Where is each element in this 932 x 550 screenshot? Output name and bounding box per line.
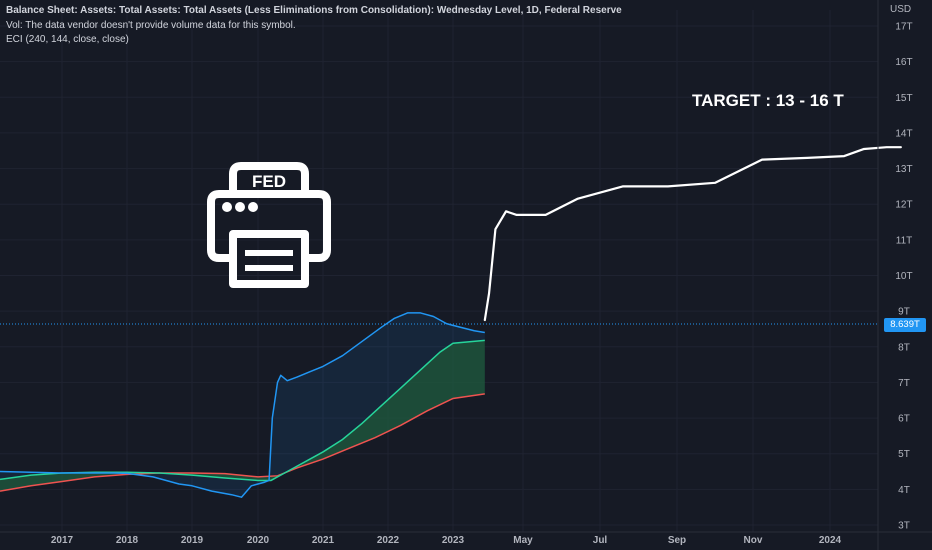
band-fills: [0, 312, 485, 498]
price-line: [0, 312, 485, 498]
target-annotation[interactable]: TARGET : 13 - 16 T: [692, 91, 844, 110]
printer-icon[interactable]: FED: [205, 160, 333, 288]
y-tick-label: 8T: [898, 342, 910, 353]
x-axis[interactable]: 2017 2018 2019 2020 2021 2022 2023 May Jul Sep Nov…: [0, 531, 932, 546]
last-price-tag: 8.639T: [884, 318, 926, 332]
x-tick-label: Sep: [668, 535, 686, 546]
x-tick-label: 2019: [181, 535, 204, 546]
ma-band-fill: [0, 340, 485, 492]
y-tick-label: 17T: [895, 22, 912, 33]
x-tick-label: 2018: [116, 535, 139, 546]
y-tick-label: 15T: [895, 93, 912, 104]
y-tick-label: 7T: [898, 378, 910, 389]
series-lines: [0, 146, 902, 498]
grid: [0, 10, 878, 532]
x-tick-label: Nov: [744, 535, 763, 546]
x-tick-label: 2023: [442, 535, 465, 546]
y-tick-label: 13T: [895, 164, 912, 175]
y-tick-label: 11T: [896, 235, 913, 246]
x-tick-label: 2017: [51, 535, 74, 546]
price-band-fill: [0, 312, 485, 498]
y-tick-label: 16T: [895, 57, 912, 68]
y-axis[interactable]: 3T 4T 5T 6T 7T 8T 9T 10T 11T 12T 13T 14T 15T 16T 17T: [877, 0, 913, 550]
y-tick-label: 3T: [898, 521, 910, 532]
printer-label: FED: [252, 172, 286, 191]
slow-average-line: [0, 393, 485, 492]
y-tick-label: 9T: [898, 307, 910, 318]
x-tick-label: Jul: [593, 535, 608, 546]
y-tick-label: 4T: [898, 485, 910, 496]
legend-volume-note: Vol: The data vendor doesn't provide vol…: [6, 19, 296, 31]
legend-indicator[interactable]: ECI (240, 144, close, close): [6, 34, 129, 45]
x-tick-label: 2020: [247, 535, 270, 546]
y-tick-label: 10T: [895, 271, 912, 282]
x-tick-label: May: [513, 535, 533, 546]
y-tick-label: 12T: [895, 200, 912, 211]
currency-label: USD: [890, 4, 912, 15]
chart-legend[interactable]: Balance Sheet: Assets: Total Assets: Tot…: [6, 4, 622, 48]
x-tick-label: 2024: [819, 535, 842, 546]
x-tick-label: 2021: [312, 535, 335, 546]
x-tick-label: 2022: [377, 535, 400, 546]
y-tick-label: 6T: [898, 414, 910, 425]
y-tick-label: 5T: [898, 449, 910, 460]
legend-title: Balance Sheet: Assets: Total Assets: Tot…: [6, 5, 622, 16]
projection-line: [483, 146, 902, 322]
y-tick-label: 14T: [895, 128, 912, 139]
